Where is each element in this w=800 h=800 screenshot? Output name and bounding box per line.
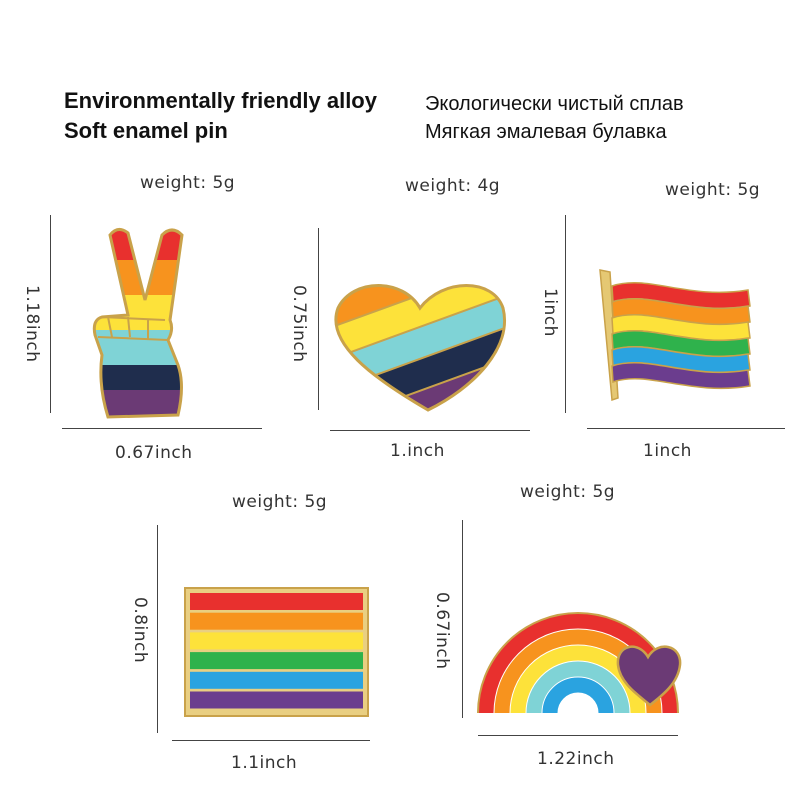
heading-line: Мягкая эмалевая булавка — [425, 121, 667, 143]
heading-russian: Экологически чистый сплав Мягкая эмалева… — [425, 90, 684, 146]
width-label: 1inch — [643, 441, 692, 461]
waving-flag-pin-image — [599, 269, 751, 402]
heading-line: Экологически чистый сплав — [425, 93, 684, 115]
width-dimension-line — [62, 428, 262, 429]
rectangle-flag-pin-image — [184, 587, 369, 717]
enamel-band — [94, 295, 182, 330]
band-divider — [335, 332, 505, 410]
weight-label: weight: 5g — [232, 492, 328, 512]
width-label: 1.inch — [390, 441, 445, 461]
width-dimension-line — [478, 735, 678, 736]
enamel-band — [190, 671, 363, 689]
finger-outline — [97, 316, 169, 341]
weight-label: weight: 5g — [140, 173, 236, 193]
height-label: 0.75inch — [289, 285, 309, 363]
enamel-band — [190, 652, 363, 670]
height-label: 1inch — [540, 288, 560, 337]
enamel-band — [94, 390, 182, 418]
enamel-band — [190, 612, 363, 630]
height-dimension-line — [157, 525, 158, 733]
band-divider — [335, 285, 505, 296]
enamel-band — [190, 691, 363, 709]
enamel-band — [94, 260, 182, 295]
width-dimension-line — [587, 428, 785, 429]
heading-line: Soft enamel pin — [64, 118, 228, 143]
height-dimension-line — [565, 215, 566, 413]
enamel-band — [335, 333, 505, 410]
width-label: 1.22inch — [537, 749, 615, 769]
weight-label: weight: 5g — [520, 482, 616, 502]
weight-label: weight: 5g — [665, 180, 761, 200]
enamel-band — [94, 365, 182, 390]
height-dimension-line — [50, 215, 51, 413]
width-dimension-line — [330, 430, 530, 431]
heart-pin-image — [334, 284, 506, 412]
heading-english: Environmentally friendly alloy Soft enam… — [64, 86, 377, 146]
enamel-band — [94, 330, 182, 365]
heading-line: Environmentally friendly alloy — [64, 88, 377, 113]
width-label: 0.67inch — [115, 443, 193, 463]
height-label: 0.67inch — [432, 592, 452, 670]
rainbow-arc — [526, 661, 630, 714]
enamel-band — [190, 593, 363, 610]
band-divider — [335, 285, 505, 353]
rainbow-arc — [542, 677, 614, 714]
width-label: 1.1inch — [231, 753, 298, 773]
peace-hand-pin-image — [92, 228, 184, 419]
band-divider — [335, 303, 505, 409]
rainbow-heart-pin-image — [477, 612, 682, 714]
height-dimension-line — [318, 228, 319, 410]
enamel-band — [611, 362, 751, 390]
enamel-band — [190, 632, 363, 650]
weight-label: weight: 4g — [405, 176, 501, 196]
height-dimension-line — [462, 520, 463, 718]
height-label: 1.18inch — [22, 285, 42, 363]
width-dimension-line — [172, 740, 370, 741]
height-label: 0.8inch — [130, 597, 150, 664]
band-divider — [335, 285, 505, 381]
